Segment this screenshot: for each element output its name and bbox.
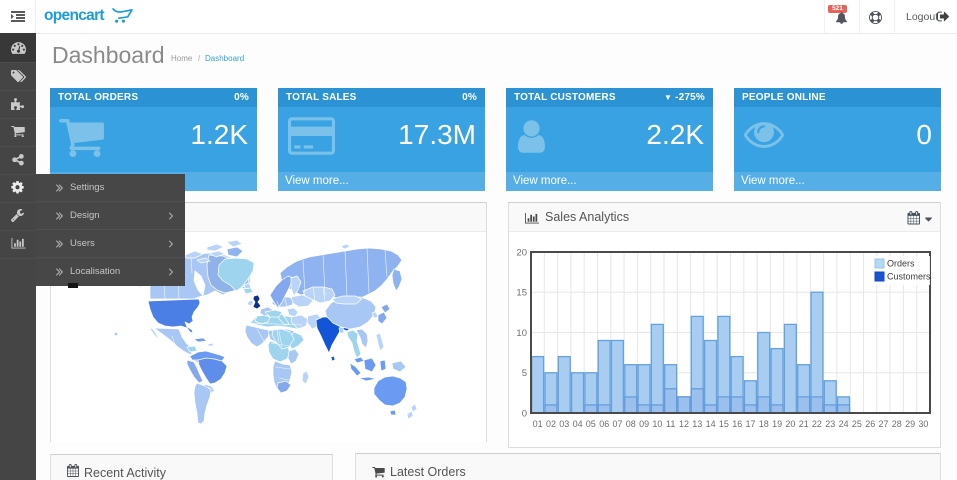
svg-text:09: 09 bbox=[639, 419, 649, 429]
svg-text:01: 01 bbox=[533, 419, 543, 429]
svg-text:06: 06 bbox=[599, 419, 609, 429]
svg-text:5: 5 bbox=[522, 368, 527, 379]
svg-text:23: 23 bbox=[825, 419, 835, 429]
svg-text:14: 14 bbox=[706, 419, 716, 429]
svg-text:17: 17 bbox=[745, 419, 755, 429]
svg-text:04: 04 bbox=[573, 419, 583, 429]
svg-text:03: 03 bbox=[559, 419, 569, 429]
svg-text:20: 20 bbox=[516, 248, 527, 259]
svg-text:22: 22 bbox=[812, 419, 822, 429]
svg-text:07: 07 bbox=[612, 419, 622, 429]
svg-text:20: 20 bbox=[785, 419, 795, 429]
svg-text:05: 05 bbox=[586, 419, 596, 429]
svg-text:15: 15 bbox=[719, 419, 729, 429]
svg-text:15: 15 bbox=[516, 288, 527, 299]
svg-text:16: 16 bbox=[732, 419, 742, 429]
svg-text:25: 25 bbox=[852, 419, 862, 429]
svg-text:Orders: Orders bbox=[887, 259, 915, 269]
svg-text:13: 13 bbox=[692, 419, 702, 429]
svg-text:28: 28 bbox=[892, 419, 902, 429]
svg-text:26: 26 bbox=[865, 419, 875, 429]
svg-text:18: 18 bbox=[759, 419, 769, 429]
svg-text:10: 10 bbox=[652, 419, 662, 429]
svg-text:29: 29 bbox=[905, 419, 915, 429]
svg-text:Customers: Customers bbox=[887, 272, 931, 282]
svg-text:30: 30 bbox=[918, 419, 928, 429]
svg-text:27: 27 bbox=[878, 419, 888, 429]
svg-text:08: 08 bbox=[626, 419, 636, 429]
svg-text:02: 02 bbox=[546, 419, 556, 429]
svg-text:10: 10 bbox=[516, 328, 527, 339]
svg-text:24: 24 bbox=[839, 419, 849, 429]
svg-text:0: 0 bbox=[522, 409, 527, 420]
svg-text:19: 19 bbox=[772, 419, 782, 429]
svg-text:11: 11 bbox=[666, 419, 675, 429]
svg-text:21: 21 bbox=[799, 419, 809, 429]
svg-text:12: 12 bbox=[679, 419, 689, 429]
